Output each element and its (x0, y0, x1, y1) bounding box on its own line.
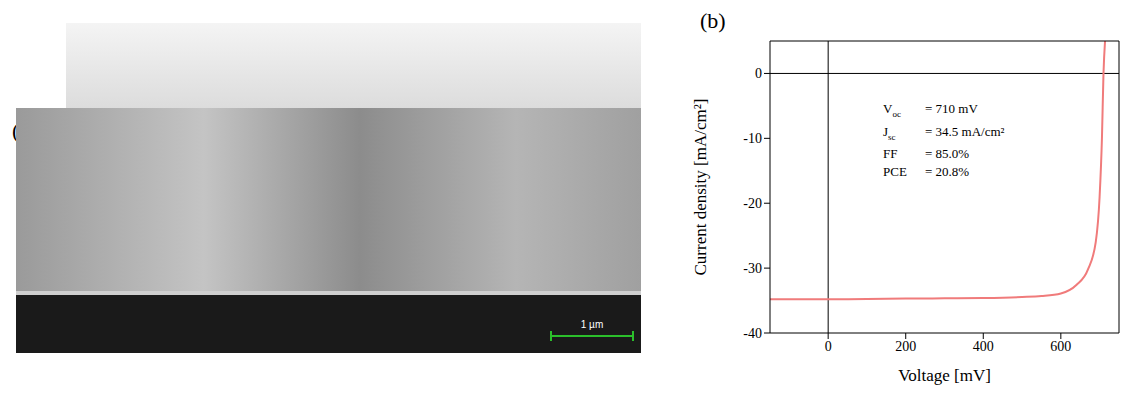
svg-text:400: 400 (973, 339, 994, 354)
html-text:Jsc: Jsc (883, 123, 896, 142)
html-text:= 34.5 mA/cm²: = 34.5 mA/cm² (925, 123, 1005, 139)
html-text:PCE: PCE (883, 164, 907, 180)
html-text:FF: FF (883, 146, 898, 162)
svg-text:-30: -30 (743, 261, 762, 276)
svg-text:200: 200 (895, 339, 916, 354)
svg-text:-20: -20 (743, 196, 762, 211)
svg-text:-10: -10 (743, 131, 762, 146)
svg-text:1 µm: 1 µm (581, 319, 603, 330)
svg-text:0: 0 (755, 66, 762, 81)
html-text:(b): (b) (700, 8, 726, 33)
html-text:= 85.0%: = 85.0% (925, 146, 970, 162)
html-text:Voc: Voc (883, 101, 901, 119)
html-text:= 710 mV: = 710 mV (925, 101, 978, 116)
svg-text:600: 600 (1050, 339, 1071, 354)
html-text:(a): (a) (12, 118, 37, 143)
svg-text:0: 0 (825, 339, 832, 354)
svg-text:Voltage [mV]: Voltage [mV] (898, 366, 991, 385)
svg-text:-40: -40 (743, 326, 762, 341)
svg-text:Current density [mA/cm²]: Current density [mA/cm²] (691, 99, 710, 276)
html-text:= 20.8%: = 20.8% (925, 164, 970, 180)
